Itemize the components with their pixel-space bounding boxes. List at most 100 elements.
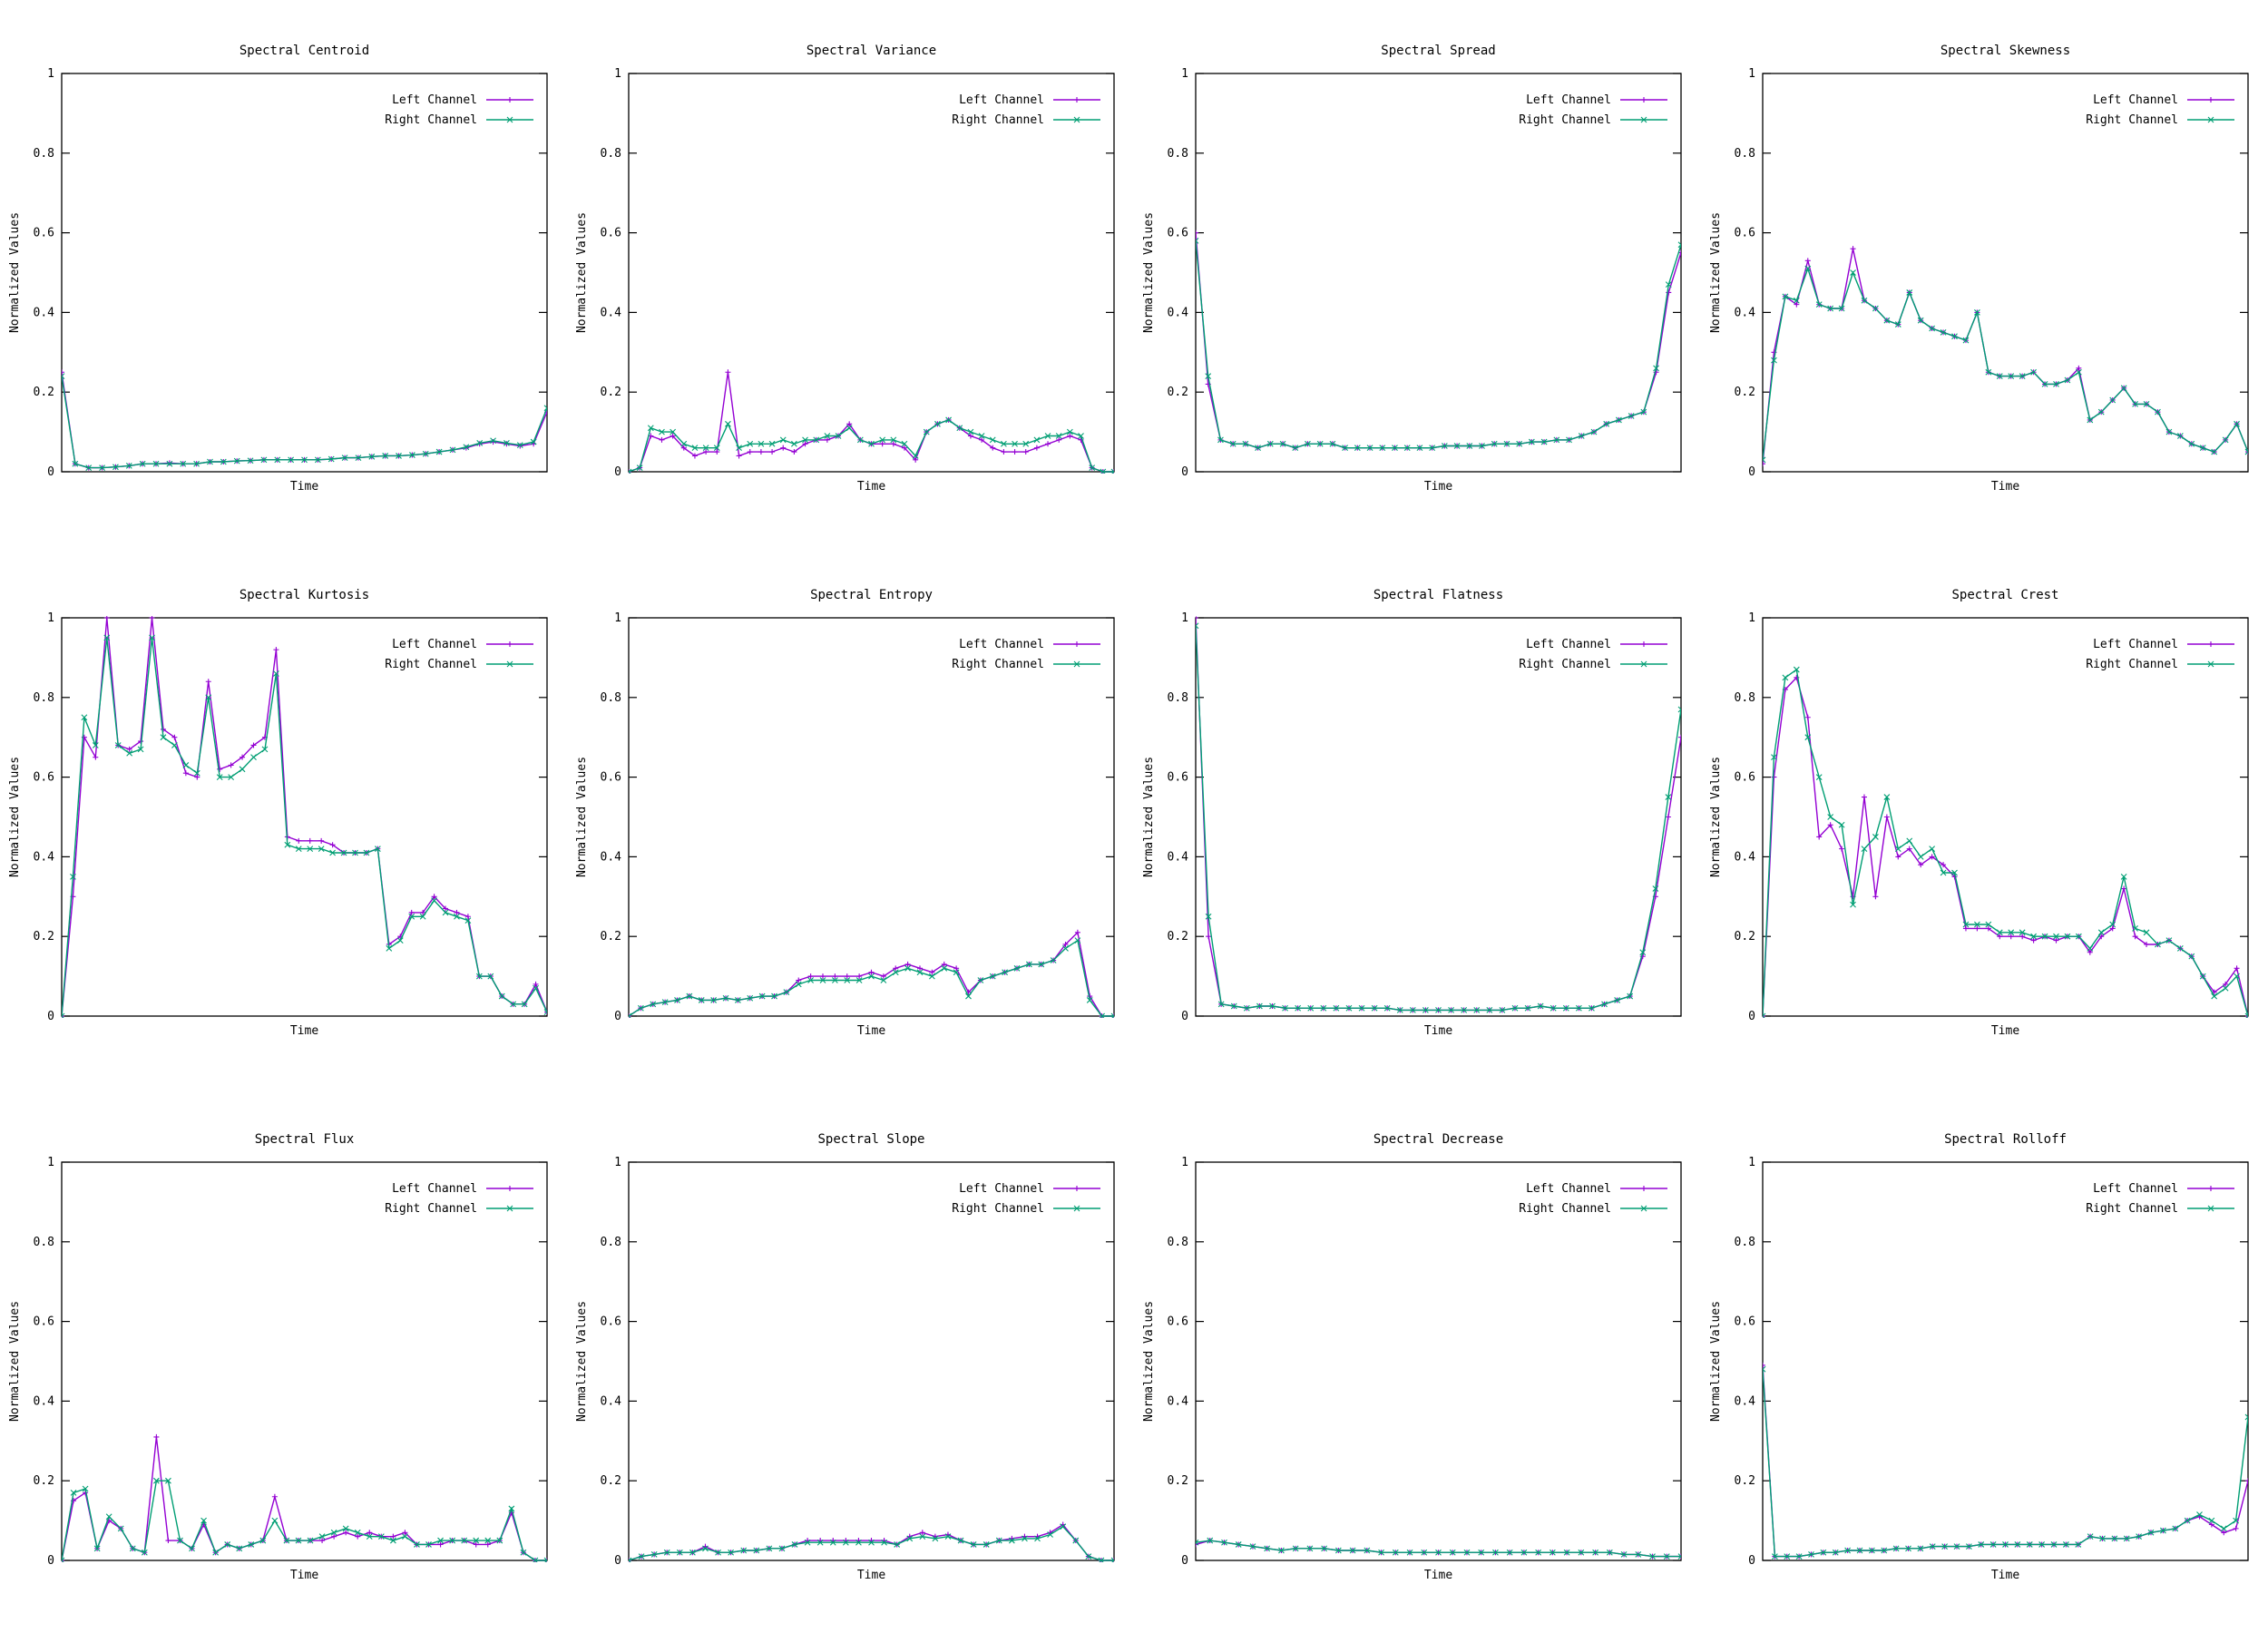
left-channel-point bbox=[917, 965, 923, 972]
right-channel-point bbox=[2211, 993, 2218, 1000]
left-channel-line bbox=[62, 372, 547, 469]
right-channel-point bbox=[2030, 933, 2037, 940]
right-channel-point bbox=[698, 997, 705, 1003]
left-channel-point bbox=[953, 965, 960, 972]
chart-panel: Spectral Variance 0 0.2 0.4 0.6 0.8 1 Time Norma… bbox=[567, 0, 1134, 544]
legend-left-channel: Left Channel bbox=[959, 1182, 1044, 1196]
left-channel-point bbox=[1816, 834, 1823, 840]
right-channel-point bbox=[816, 1539, 824, 1546]
right-channel-point bbox=[1639, 949, 1647, 956]
left-channel-point bbox=[807, 973, 814, 980]
left-channel-point bbox=[62, 1013, 64, 1018]
right-channel-point bbox=[728, 1549, 735, 1556]
right-channel-point bbox=[139, 460, 146, 467]
left-channel-point bbox=[844, 973, 850, 980]
left-channel-point bbox=[979, 436, 985, 443]
right-channel-point bbox=[2019, 373, 2026, 380]
right-channel-point bbox=[2041, 381, 2048, 387]
right-channel-point bbox=[1653, 365, 1659, 372]
legend-swatch-marker bbox=[2208, 97, 2214, 103]
plot-frame bbox=[628, 1161, 1115, 1561]
right-channel-line bbox=[1763, 668, 2248, 1017]
legend-swatch-marker bbox=[1640, 660, 1647, 668]
y-tick-label: 0.4 bbox=[601, 1394, 622, 1408]
plot-frame bbox=[61, 73, 548, 473]
right-channel-point bbox=[892, 969, 899, 976]
y-tick-label: 0 bbox=[614, 465, 621, 479]
plot-frame bbox=[628, 73, 1115, 473]
right-channel-point bbox=[1978, 1541, 1985, 1548]
right-channel-point bbox=[1996, 929, 2003, 936]
right-channel-point bbox=[661, 999, 669, 1006]
right-channel-point bbox=[2208, 1517, 2215, 1524]
right-channel-point bbox=[953, 969, 960, 976]
left-channel-point bbox=[791, 449, 797, 455]
right-channel-point bbox=[1243, 1004, 1250, 1012]
right-channel-point bbox=[2234, 420, 2240, 427]
right-channel-point bbox=[193, 769, 200, 777]
right-channel-point bbox=[271, 1517, 279, 1524]
right-channel-point bbox=[1463, 1549, 1471, 1556]
right-channel-point bbox=[1320, 1004, 1327, 1012]
y-tick-label: 0 bbox=[1181, 465, 1188, 479]
legend-left-channel: Left Channel bbox=[2093, 1182, 2178, 1196]
right-channel-point bbox=[1528, 438, 1535, 445]
right-channel-point bbox=[795, 981, 802, 988]
left-channel-point bbox=[149, 616, 155, 621]
right-channel-point bbox=[2075, 1541, 2082, 1548]
legend-left-channel: Left Channel bbox=[2093, 93, 2178, 107]
right-channel-point bbox=[516, 442, 523, 448]
right-channel-point bbox=[846, 425, 853, 432]
right-channel-point bbox=[283, 1537, 290, 1544]
right-channel-point bbox=[2222, 984, 2229, 992]
left-channel-point bbox=[1022, 449, 1029, 455]
right-channel-point bbox=[498, 993, 505, 1000]
right-channel-point bbox=[1279, 440, 1286, 447]
right-channel-point bbox=[1050, 957, 1057, 963]
legend-left-channel: Left Channel bbox=[1526, 93, 1611, 107]
left-channel-point bbox=[941, 961, 947, 967]
y-tick-label: 1 bbox=[47, 1156, 54, 1169]
right-channel-point bbox=[476, 440, 484, 446]
right-channel-point bbox=[1416, 445, 1423, 452]
y-axis-label: Normalized Values bbox=[8, 212, 22, 333]
right-channel-point bbox=[2184, 1517, 2191, 1524]
right-channel-line bbox=[1763, 266, 2248, 460]
right-channel-point bbox=[1872, 834, 1879, 840]
right-channel-point bbox=[835, 433, 842, 439]
right-channel-point bbox=[1640, 408, 1647, 416]
right-channel-point bbox=[182, 762, 190, 768]
chart-svg: Spectral Flux 0 0.2 0.4 0.6 0.8 1 Time Normalize… bbox=[8, 1132, 548, 1582]
right-channel-point bbox=[2188, 440, 2195, 447]
right-channel-point bbox=[2233, 1517, 2240, 1524]
right-channel-point bbox=[1269, 1002, 1276, 1010]
right-channel-point bbox=[2087, 944, 2094, 952]
right-channel-point bbox=[70, 1489, 77, 1496]
y-axis-label: Normalized Values bbox=[1709, 757, 1723, 877]
left-channel-point bbox=[153, 1433, 160, 1440]
right-channel-point bbox=[722, 994, 729, 1002]
y-tick-label: 1 bbox=[1748, 67, 1755, 81]
right-channel-point bbox=[487, 973, 494, 980]
y-tick-label: 0.8 bbox=[601, 147, 621, 161]
left-channel-point bbox=[2221, 1530, 2227, 1536]
right-channel-point bbox=[855, 977, 863, 983]
right-channel-point bbox=[153, 1477, 160, 1484]
left-channel-point bbox=[919, 1530, 925, 1536]
y-tick-label: 0.2 bbox=[1168, 1474, 1188, 1488]
right-channel-point bbox=[366, 1533, 373, 1540]
right-channel-point bbox=[1466, 443, 1473, 449]
right-channel-point bbox=[2008, 929, 2015, 936]
y-tick-label: 0.8 bbox=[1168, 1236, 1188, 1249]
right-channel-point bbox=[1378, 1549, 1384, 1556]
right-channel-point bbox=[1844, 1547, 1852, 1554]
y-tick-label: 0.4 bbox=[1168, 850, 1189, 864]
right-channel-point bbox=[386, 944, 393, 952]
right-channel-point bbox=[340, 849, 347, 856]
left-channel-point bbox=[205, 679, 211, 685]
right-channel-point bbox=[166, 460, 173, 467]
right-channel-point bbox=[327, 455, 335, 463]
right-channel-point bbox=[1205, 913, 1212, 920]
left-channel-point bbox=[1794, 301, 1800, 308]
right-channel-point bbox=[916, 969, 924, 976]
